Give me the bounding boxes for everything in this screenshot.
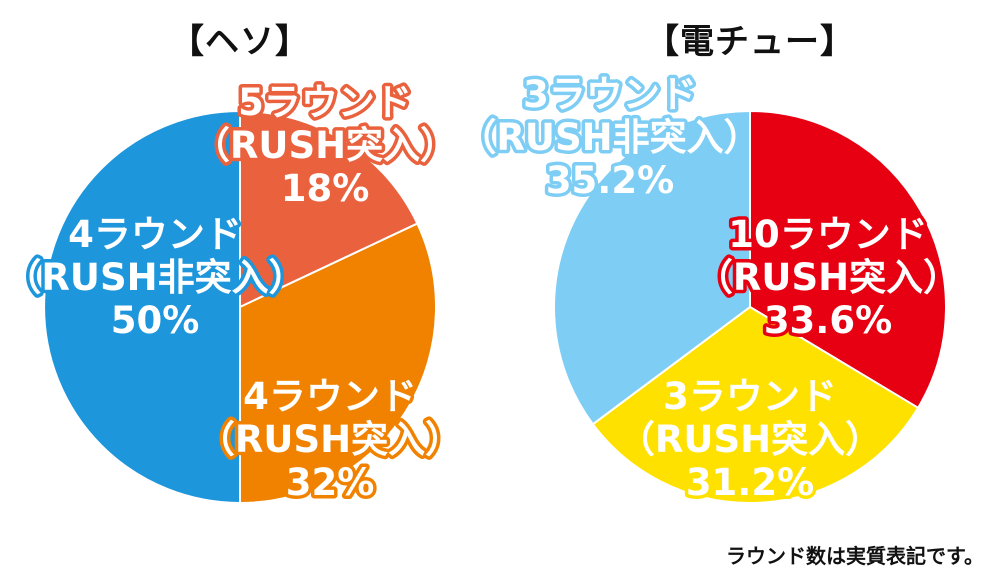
pie-1-slice-0 [749, 109, 947, 410]
right-chart-title: 【電チュー】 [645, 22, 855, 62]
pie-1-slice-2-label: 3ラウンド（RUSH非突入） 35.2% [459, 73, 760, 202]
heso-pie-chart: 5ラウンド（RUSH突入） 18% 4ラウンド（RUSH突入） 32% 4ラウンド（RU… [1, 78, 466, 508]
pie-1-slice-2 [553, 109, 751, 426]
pie-0-slice-2-label: 4ラウンド（RUSH非突入） 50% [4, 213, 305, 342]
pie-0-slice-0-label: 5ラウンド（RUSH突入） 18% [193, 81, 457, 210]
pie-0-slice-1 [239, 222, 437, 505]
pie-0-slice-0 [239, 109, 419, 309]
left-chart-title: 【ヘソ】 [170, 22, 310, 62]
pie-1-slice-0-label: 10ラウンド（RUSH突入） 33.6% [696, 213, 960, 342]
pie-1-slice-1-label: 3ラウンド（RUSH突入） 31.2% [618, 375, 882, 504]
footnote: ラウンド数は実質表記です。 [726, 544, 984, 568]
pie-0-slice-2 [43, 109, 241, 505]
pie-0-slice-1-label: 4ラウンド（RUSH突入） 32% [198, 375, 462, 504]
denchu-pie-chart: 10ラウンド（RUSH突入） 33.6% 3ラウンド（RUSH突入） 31.2% 3ラウ… [456, 70, 964, 508]
pie-1-slice-1 [591, 305, 920, 504]
